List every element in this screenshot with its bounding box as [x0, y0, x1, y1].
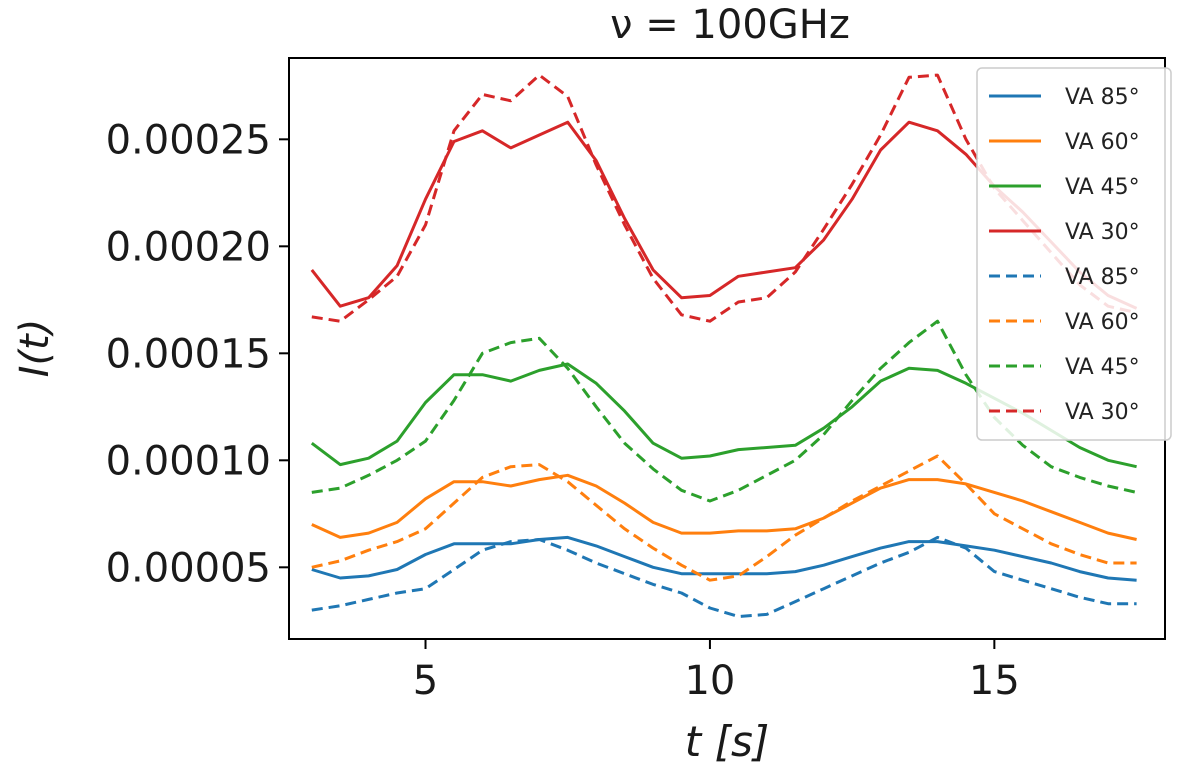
series-line-solid-1 — [311, 473, 1137, 541]
chart-title: ν = 100GHz — [610, 2, 850, 48]
legend-label: VA 45° — [1065, 355, 1140, 380]
x-tick-label: 10 — [684, 658, 735, 704]
y-tick-label: 0.00010 — [106, 438, 271, 484]
x-axis: 5 10 15 — [413, 639, 1020, 704]
legend: VA 85° VA 60° VA 45° VA 30° VA 85° VA 60° VA 4… — [976, 67, 1172, 441]
legend-label: VA 60° — [1065, 310, 1140, 335]
y-tick-label: 0.00025 — [106, 117, 271, 163]
legend-label: VA 85° — [1065, 265, 1140, 290]
legend-label: VA 85° — [1065, 85, 1140, 110]
x-tick-label: 15 — [969, 658, 1020, 704]
legend-box — [976, 67, 1172, 441]
y-axis: 0.00005 0.00010 0.00015 0.00020 0.00025 — [106, 117, 289, 591]
y-tick-label: 0.00020 — [106, 224, 271, 270]
legend-label: VA 30° — [1065, 400, 1140, 425]
y-axis-label: I(t) — [12, 319, 58, 378]
y-tick-label: 0.00005 — [106, 545, 271, 591]
legend-label: VA 60° — [1065, 130, 1140, 155]
x-axis-label: t [s] — [685, 717, 769, 766]
series-line-dashed-4 — [311, 535, 1137, 618]
series-line-dashed-5 — [311, 454, 1137, 582]
x-tick-label: 5 — [413, 658, 438, 704]
series-line-solid-0 — [311, 535, 1137, 582]
legend-label: VA 45° — [1065, 175, 1140, 200]
legend-label: VA 30° — [1065, 220, 1140, 245]
y-tick-label: 0.00015 — [106, 331, 271, 377]
